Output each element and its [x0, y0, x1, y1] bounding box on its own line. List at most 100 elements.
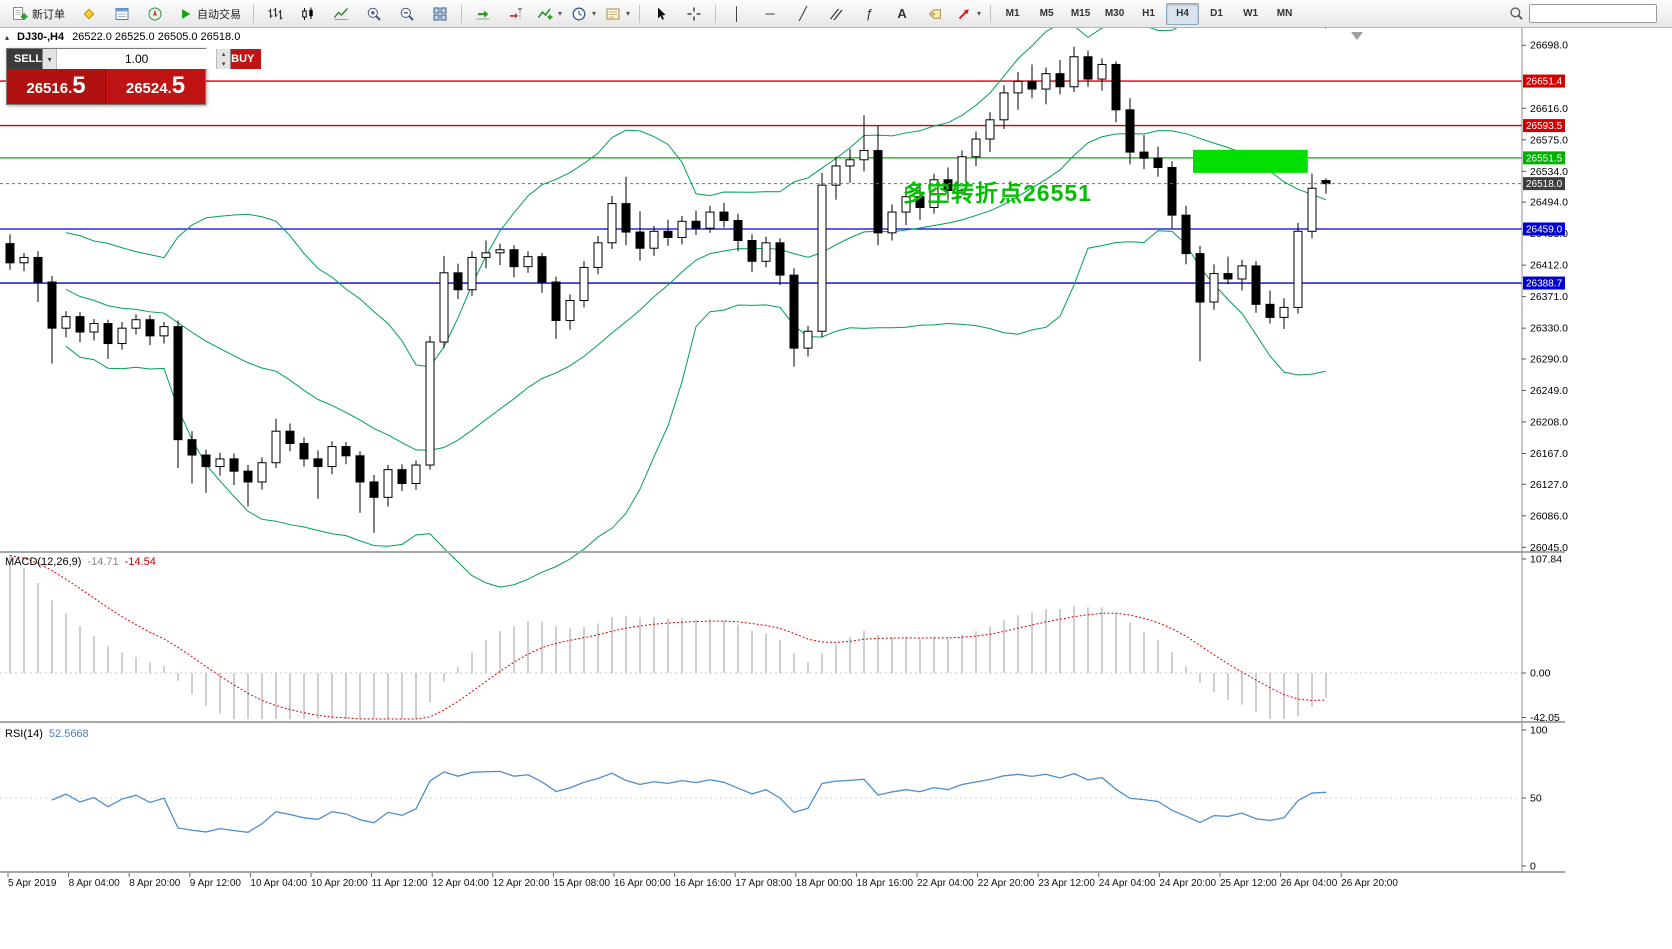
svg-text:26518.0: 26518.0 — [1526, 179, 1563, 190]
sell-button[interactable]: 26516. 5 — [7, 69, 106, 104]
sell-price: 26516. — [26, 80, 73, 97]
svg-text:26412.0: 26412.0 — [1530, 260, 1568, 272]
svg-text:0.00: 0.00 — [1530, 668, 1551, 680]
fibonacci-button[interactable]: ƒ — [853, 2, 885, 26]
svg-text:26593.5: 26593.5 — [1526, 121, 1563, 132]
macd-value: -14.71 — [87, 556, 119, 568]
macd-indicator — [0, 555, 1522, 720]
one-click-collapse-arrow-icon[interactable]: ▴ — [5, 32, 10, 42]
line-chart-button[interactable] — [325, 2, 357, 26]
symbol-readout: ▴ DJ30-,H4 26522.0 26525.0 26505.0 26518… — [5, 31, 240, 43]
vertical-line-icon: │ — [732, 5, 742, 21]
svg-text:17 Apr 08:00: 17 Apr 08:00 — [735, 878, 792, 889]
bollinger-middle-band[interactable] — [65, 130, 1327, 451]
chart-canvas[interactable]: 26698.026616.026575.026534.026494.026453… — [0, 28, 1672, 949]
templates-button[interactable]: ▾ — [601, 2, 634, 26]
toolbar-separator — [461, 4, 462, 23]
one-click-trading-panel: SELL ▾ ▴ ▾ BUY 26516.5 26524.5 — [6, 48, 262, 105]
timeframe-M5[interactable]: M5 — [1039, 8, 1054, 19]
label-tool-button[interactable] — [919, 2, 951, 26]
zoom-out-icon — [400, 7, 414, 21]
navigator-icon — [148, 7, 162, 20]
rsi-line[interactable] — [51, 770, 1327, 833]
timeframe-D1[interactable]: D1 — [1210, 8, 1223, 19]
bar-chart-icon — [268, 7, 283, 19]
chart-text-annotation[interactable]: 多空转折点26551 — [903, 180, 1092, 206]
volume-input[interactable] — [57, 49, 217, 69]
price-line-badge — [1523, 151, 1565, 165]
svg-text:26249.0: 26249.0 — [1530, 385, 1568, 397]
toolbar-search — [1509, 4, 1657, 23]
vertical-line-button[interactable]: │ — [721, 2, 753, 26]
candlestick-chart-button[interactable] — [292, 2, 324, 26]
arrows-tool-button[interactable]: ▾ — [952, 2, 985, 26]
search-input[interactable] — [1529, 4, 1657, 23]
volume-up-button[interactable]: ▴ — [221, 51, 226, 58]
text-tool-button[interactable]: A — [886, 2, 918, 26]
crosshair-icon — [687, 7, 701, 20]
volume-control: ▾ ▴ ▾ — [42, 49, 232, 69]
candlestick-chart-icon — [302, 7, 313, 20]
highlight-rectangle[interactable] — [1193, 149, 1308, 173]
svg-text:-42.05: -42.05 — [1530, 712, 1560, 724]
bollinger-lower-band[interactable] — [65, 230, 1327, 588]
sell-label[interactable]: SELL — [7, 49, 43, 69]
volume-dropdown-button[interactable]: ▾ — [43, 49, 58, 69]
svg-text:0: 0 — [1530, 861, 1536, 873]
timeframe-H1[interactable]: H1 — [1142, 8, 1155, 19]
timeframe-M15[interactable]: M15 — [1070, 8, 1091, 19]
trendline-button[interactable]: ╱ — [787, 2, 819, 26]
svg-text:9 Apr 12:00: 9 Apr 12:00 — [190, 878, 242, 889]
zoom-in-button[interactable] — [358, 2, 390, 26]
metaeditor-icon — [83, 8, 95, 19]
time-axis[interactable]: 5 Apr 2019 8 Apr 04:00 8 Apr 20:00 9 Apr 12… — [7, 873, 1398, 889]
market-watch-button[interactable] — [106, 2, 138, 26]
bar-chart-button[interactable] — [259, 2, 291, 26]
channel-button[interactable] — [820, 2, 852, 26]
price-axis[interactable]: 26698.026616.026575.026534.026494.026453… — [1522, 40, 1568, 873]
horizontal-line-button[interactable]: ─ — [754, 2, 786, 26]
chart-background[interactable] — [0, 28, 1565, 949]
timeframe-M1[interactable]: M1 — [1005, 8, 1020, 19]
macd-label: MACD(12,26,9) -14.71 -14.54 — [5, 556, 156, 568]
svg-text:10 Apr 04:00: 10 Apr 04:00 — [250, 878, 307, 889]
periods-button[interactable]: ▾ — [567, 2, 600, 26]
new-order-button[interactable]: 新订单 — [5, 2, 72, 26]
market-watch-icon — [115, 7, 129, 20]
label-icon — [928, 8, 942, 19]
svg-text:107.84: 107.84 — [1530, 554, 1562, 566]
svg-text:26494.0: 26494.0 — [1530, 197, 1568, 209]
tile-windows-button[interactable] — [424, 2, 456, 26]
timeframe-MN[interactable]: MN — [1276, 8, 1293, 19]
bollinger-upper-band[interactable] — [65, 28, 1327, 368]
crosshair-button[interactable] — [678, 2, 710, 26]
chart-shift-marker[interactable] — [1351, 32, 1363, 40]
svg-text:24 Apr 04:00: 24 Apr 04:00 — [1099, 878, 1156, 889]
toolbar-separator — [253, 4, 254, 23]
chart-shift-button[interactable] — [500, 2, 532, 26]
timeframe-M30[interactable]: M30 — [1104, 8, 1125, 19]
indicators-button[interactable]: ▾ — [533, 2, 566, 26]
timeframe-H4[interactable]: H4 — [1166, 2, 1200, 25]
svg-text:26534.0: 26534.0 — [1530, 166, 1568, 178]
svg-text:26167.0: 26167.0 — [1530, 448, 1568, 460]
svg-text:11 Apr 12:00: 11 Apr 12:00 — [372, 878, 428, 889]
buy-label[interactable]: BUY — [231, 49, 262, 69]
timeframe-W1[interactable]: W1 — [1243, 8, 1259, 19]
metaeditor-button[interactable] — [73, 2, 105, 26]
rsi-name: RSI(14) — [5, 728, 43, 740]
toolbar-separator — [715, 4, 717, 23]
volume-down-button[interactable]: ▾ — [221, 61, 226, 68]
zoom-out-button[interactable] — [391, 2, 423, 26]
autotrading-button[interactable]: 自动交易 — [172, 2, 248, 26]
svg-text:26330.0: 26330.0 — [1530, 323, 1568, 335]
svg-text:100: 100 — [1530, 725, 1548, 737]
auto-scroll-button[interactable] — [467, 2, 499, 26]
svg-text:26127.0: 26127.0 — [1530, 479, 1568, 491]
cursor-button[interactable] — [645, 2, 677, 26]
svg-text:16 Apr 00:00: 16 Apr 00:00 — [614, 878, 671, 889]
navigator-button[interactable] — [139, 2, 171, 26]
buy-button[interactable]: 26524. 5 — [106, 69, 205, 104]
autotrading-label: 自动交易 — [197, 8, 241, 21]
price-line-badge — [1523, 276, 1565, 290]
